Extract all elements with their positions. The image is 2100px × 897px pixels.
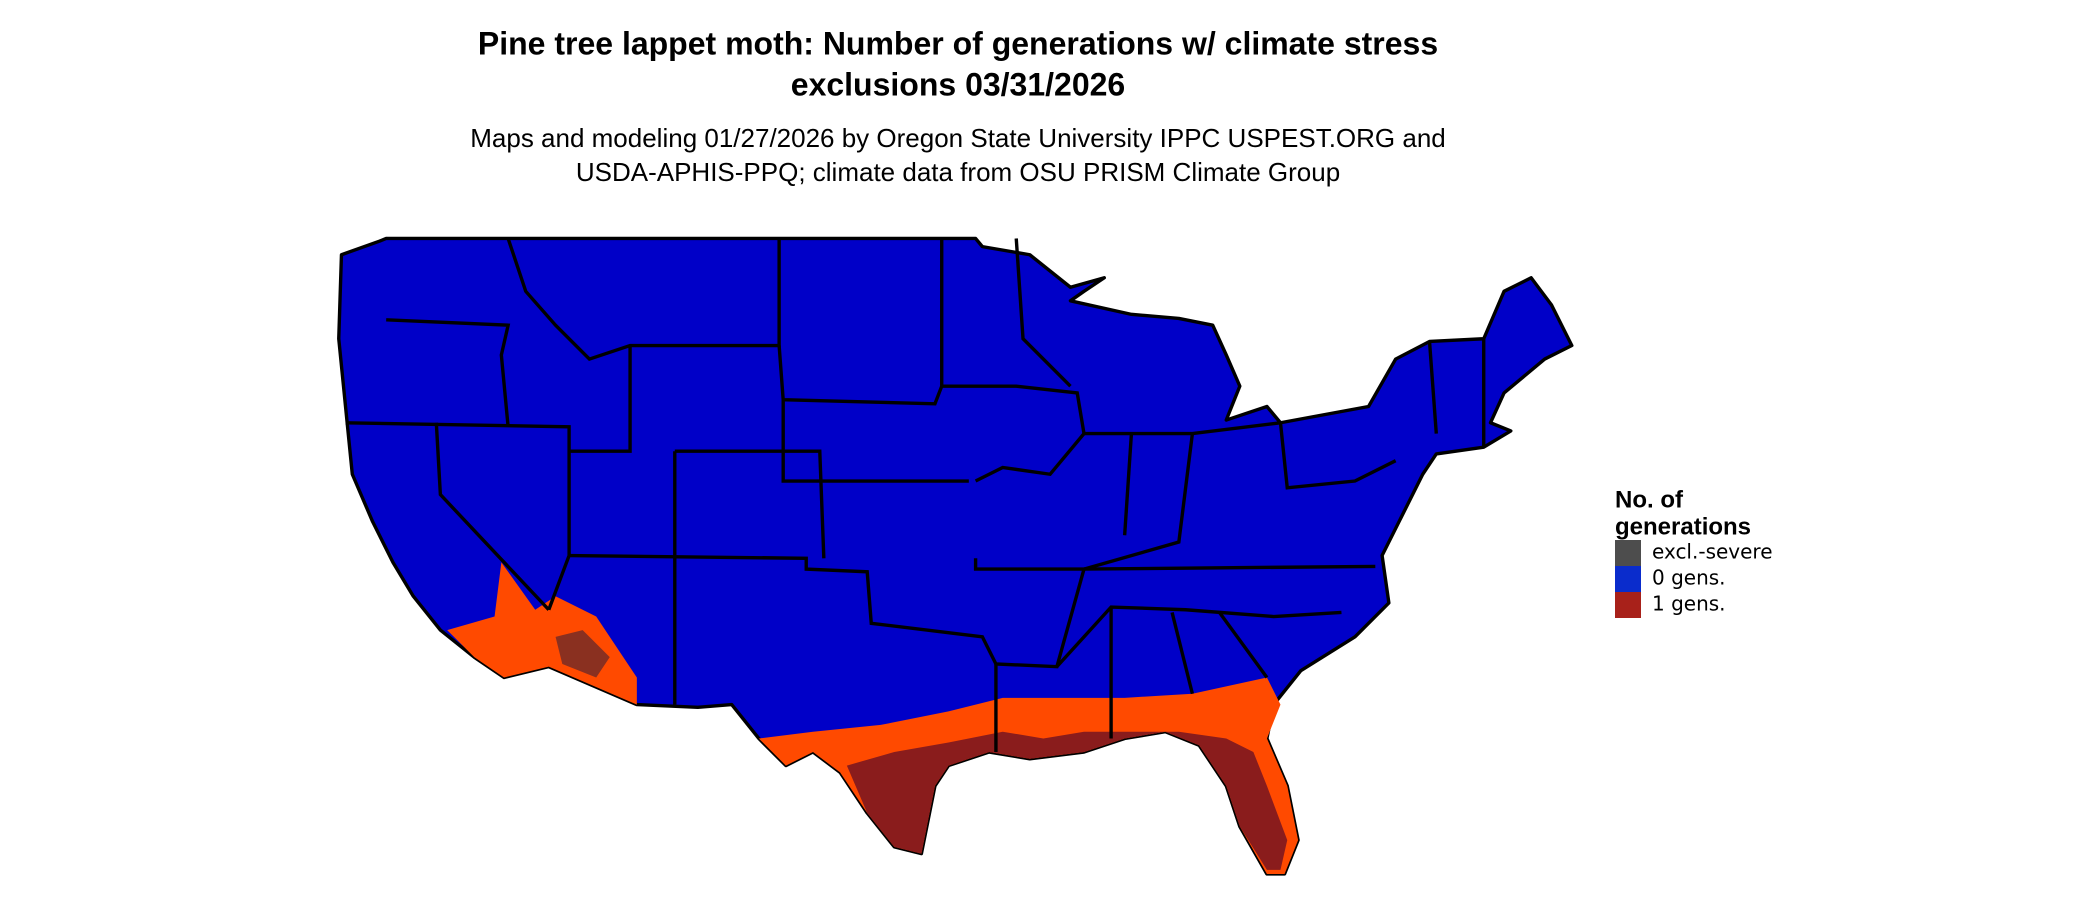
legend-label: excl.-severe	[1652, 540, 1773, 564]
legend-swatch	[1615, 540, 1641, 566]
legend-title: generations	[1615, 513, 1751, 540]
legend-swatch	[1615, 566, 1641, 592]
legend-swatch	[1615, 592, 1641, 618]
southwest-core	[555, 630, 610, 678]
state-borders	[345, 237, 1486, 753]
legend-title: No. of	[1615, 486, 1684, 513]
gulf-core	[846, 731, 1288, 870]
title-line: Pine tree lappet moth: Number of generat…	[478, 25, 1438, 61]
us-map	[337, 236, 1574, 876]
legend-label: 1 gens.	[1652, 592, 1726, 616]
title-line: exclusions 03/31/2026	[791, 66, 1125, 102]
subtitle-line: USDA-APHIS-PPQ; climate data from OSU PR…	[576, 157, 1340, 187]
us-outline	[337, 236, 1574, 876]
subtitle-line: Maps and modeling 01/27/2026 by Oregon S…	[470, 123, 1446, 153]
legend-label: 0 gens.	[1652, 566, 1726, 590]
